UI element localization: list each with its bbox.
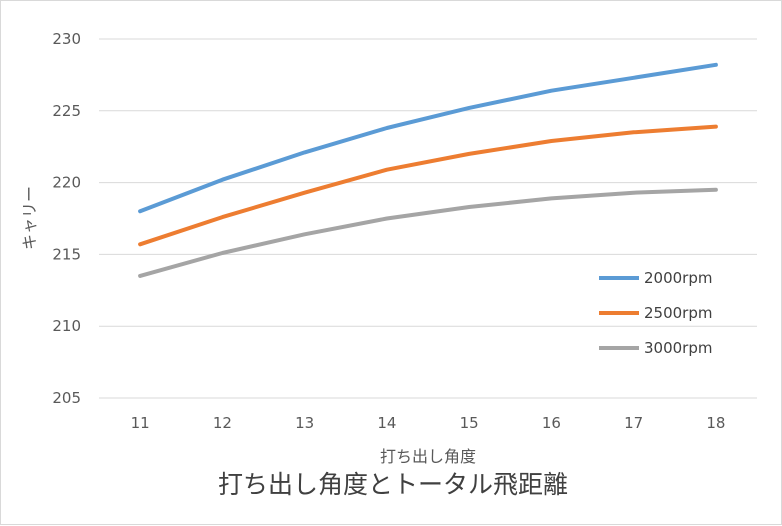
y-tick-label: 230: [52, 30, 81, 48]
series-line-3000rpm: [138, 187, 718, 278]
series-lines: [138, 62, 718, 278]
y-axis-title: キャリー: [20, 186, 39, 250]
x-tick-label: 15: [460, 414, 479, 432]
y-tick-label: 220: [52, 174, 81, 192]
y-tick-label: 215: [52, 245, 81, 263]
x-tick-label: 18: [706, 414, 725, 432]
x-tick-label: 13: [295, 414, 314, 432]
legend-label-2500rpm: 2500rpm: [644, 304, 712, 322]
x-tick-label: 12: [213, 414, 232, 432]
legend-label-3000rpm: 3000rpm: [644, 339, 712, 357]
x-tick-label: 14: [377, 414, 396, 432]
series-line-2500rpm: [138, 124, 718, 247]
x-tick-label: 11: [131, 414, 150, 432]
x-axis-ticks: 11 12 13 14 15 16 17 18: [131, 414, 726, 432]
series-line-2000rpm: [138, 62, 718, 214]
gridlines: [99, 38, 757, 399]
x-axis-title: 打ち出し角度: [380, 447, 476, 466]
y-axis-ticks: 230 225 220 215 210 205: [52, 30, 81, 407]
legend-label-2000rpm: 2000rpm: [644, 269, 712, 287]
legend: 2000rpm 2500rpm 3000rpm: [599, 269, 712, 357]
x-tick-label: 16: [542, 414, 561, 432]
x-tick-label: 17: [624, 414, 643, 432]
y-tick-label: 225: [52, 102, 81, 120]
chart-title: 打ち出し角度とトータル飛距離: [218, 470, 568, 499]
y-tick-label: 210: [52, 317, 81, 335]
y-tick-label: 205: [52, 389, 81, 407]
